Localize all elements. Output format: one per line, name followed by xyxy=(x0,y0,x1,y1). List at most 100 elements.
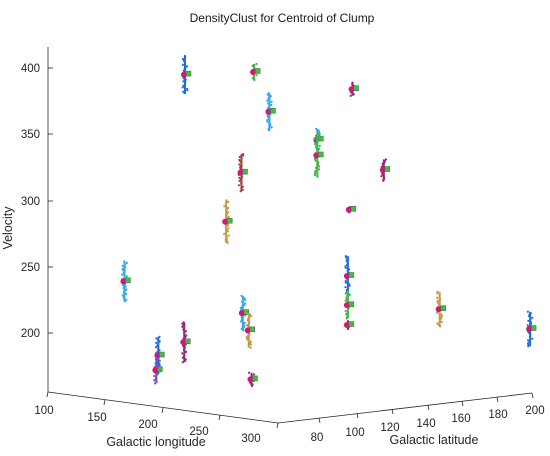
data-point xyxy=(345,256,348,259)
data-point xyxy=(239,167,242,171)
data-marks xyxy=(120,54,537,388)
data-point xyxy=(154,377,157,381)
cluster-9 xyxy=(345,206,357,214)
data-point xyxy=(227,227,230,230)
centroid-square xyxy=(384,166,391,172)
data-point xyxy=(154,382,157,385)
data-point xyxy=(344,310,347,313)
data-point xyxy=(344,266,347,269)
y-axis-line xyxy=(277,392,533,424)
data-point xyxy=(269,95,272,98)
centroid-marker xyxy=(244,327,251,334)
centroid-square xyxy=(348,301,355,307)
data-point xyxy=(436,292,439,295)
data-point xyxy=(268,117,271,120)
data-point xyxy=(255,74,258,77)
data-point xyxy=(238,176,241,179)
data-point xyxy=(183,83,186,86)
data-point xyxy=(240,161,243,165)
data-point xyxy=(531,316,534,319)
data-point xyxy=(223,233,226,236)
data-point xyxy=(314,159,317,162)
z-tick-label: 350 xyxy=(21,129,40,141)
cluster-6 xyxy=(237,153,248,193)
data-point xyxy=(225,237,229,240)
data-point xyxy=(318,136,321,139)
data-point xyxy=(183,349,186,352)
data-point xyxy=(227,234,230,237)
data-point xyxy=(158,349,161,352)
data-point xyxy=(123,260,126,263)
data-point xyxy=(240,187,243,190)
cluster-14 xyxy=(343,290,355,320)
data-point xyxy=(348,293,351,296)
axes xyxy=(47,47,533,424)
centroid-square xyxy=(440,305,446,311)
centroid-square xyxy=(185,70,192,77)
data-point xyxy=(239,190,242,193)
data-point xyxy=(238,155,241,159)
data-point xyxy=(530,322,533,325)
z-tick-label: 400 xyxy=(21,63,40,75)
data-point xyxy=(252,373,255,376)
z-ticks: 200 250 300 350 400 xyxy=(21,63,53,340)
data-point xyxy=(268,129,271,132)
centroid-marker xyxy=(180,339,187,346)
data-point xyxy=(318,165,321,168)
cluster-2 xyxy=(265,92,276,132)
data-point xyxy=(266,99,269,102)
data-point xyxy=(185,65,188,68)
data-point xyxy=(439,298,442,301)
data-point xyxy=(436,322,439,325)
data-point xyxy=(155,373,159,376)
data-point xyxy=(247,325,250,328)
data-point xyxy=(381,173,384,176)
data-point xyxy=(267,102,270,105)
y-axis-label: Galactic latitude xyxy=(390,433,479,447)
data-point xyxy=(227,200,230,203)
data-point xyxy=(241,300,244,303)
y-ticks: 80 100 120 140 160 180 200 xyxy=(311,392,545,444)
data-point xyxy=(438,304,441,307)
centroid-marker xyxy=(526,326,533,333)
data-point xyxy=(529,312,532,315)
data-point xyxy=(347,308,350,311)
data-point xyxy=(239,178,243,181)
data-point xyxy=(182,328,185,331)
data-point xyxy=(238,179,241,182)
centroid-marker xyxy=(379,167,386,174)
cluster-20 xyxy=(152,355,163,385)
data-point xyxy=(184,330,187,333)
data-point xyxy=(240,320,243,323)
centroid-marker xyxy=(265,108,272,115)
data-point xyxy=(225,225,228,228)
data-point xyxy=(124,266,127,269)
data-point xyxy=(351,83,354,86)
data-point xyxy=(248,322,251,325)
data-point xyxy=(268,105,271,108)
data-point xyxy=(156,350,159,353)
centroid-marker xyxy=(222,218,229,225)
y-tick-label: 80 xyxy=(311,432,324,444)
data-point xyxy=(251,384,254,388)
data-point xyxy=(224,231,227,234)
data-point xyxy=(529,336,532,339)
centroid-square xyxy=(350,206,357,212)
data-point xyxy=(352,93,355,96)
data-point xyxy=(382,179,385,182)
data-point xyxy=(314,143,317,146)
data-point xyxy=(531,337,534,340)
data-point xyxy=(317,133,320,136)
data-point xyxy=(344,292,347,295)
y-tick-label: 140 xyxy=(416,418,435,430)
data-point xyxy=(125,292,128,295)
data-point xyxy=(249,343,252,346)
centroid-square xyxy=(125,277,131,284)
data-point xyxy=(224,214,228,217)
data-point xyxy=(344,299,347,302)
data-point xyxy=(157,347,160,350)
centroid-square xyxy=(157,366,163,372)
z-tick-label: 250 xyxy=(21,262,40,274)
data-point xyxy=(240,327,243,330)
data-point xyxy=(316,150,319,153)
